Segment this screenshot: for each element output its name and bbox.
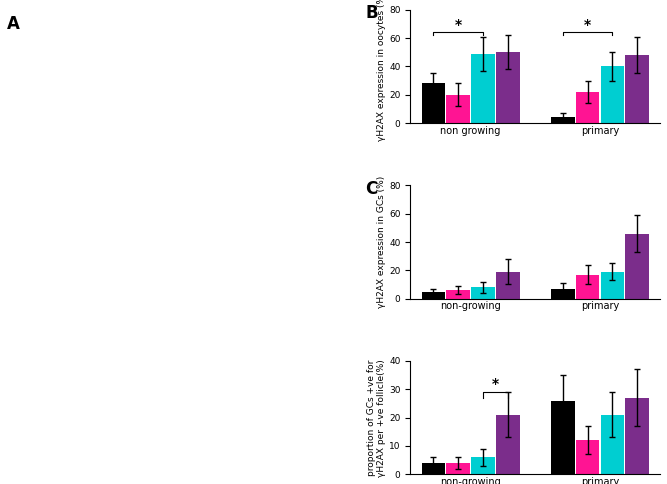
Bar xyxy=(551,117,574,123)
Bar xyxy=(551,289,574,299)
Bar xyxy=(576,92,600,123)
Bar xyxy=(496,415,520,474)
Bar xyxy=(471,54,495,123)
Bar xyxy=(576,274,600,299)
Bar xyxy=(446,95,470,123)
Text: *: * xyxy=(584,17,591,31)
Text: C: C xyxy=(366,180,378,197)
Text: B: B xyxy=(366,4,378,22)
Bar xyxy=(422,83,445,123)
Bar xyxy=(576,440,600,474)
Y-axis label: γH2AX expression in GCs (%): γH2AX expression in GCs (%) xyxy=(378,176,386,308)
Text: A: A xyxy=(7,15,19,32)
Y-axis label: proportion of GCs +ve for
γH2AX per +ve follicle(%): proportion of GCs +ve for γH2AX per +ve … xyxy=(367,359,386,477)
Bar xyxy=(446,290,470,299)
Bar xyxy=(551,401,574,474)
Bar xyxy=(471,287,495,299)
Text: *: * xyxy=(455,17,462,31)
Bar xyxy=(496,272,520,299)
Y-axis label: γH2AX expression in oocytes (%): γH2AX expression in oocytes (%) xyxy=(378,0,386,141)
Bar xyxy=(600,415,624,474)
Bar xyxy=(600,272,624,299)
Bar xyxy=(422,463,445,474)
Bar xyxy=(496,52,520,123)
Bar xyxy=(600,66,624,123)
Bar xyxy=(446,463,470,474)
Bar xyxy=(626,398,649,474)
Bar xyxy=(626,55,649,123)
Text: *: * xyxy=(492,378,499,391)
Bar xyxy=(471,457,495,474)
Bar xyxy=(422,291,445,299)
Bar xyxy=(626,233,649,299)
